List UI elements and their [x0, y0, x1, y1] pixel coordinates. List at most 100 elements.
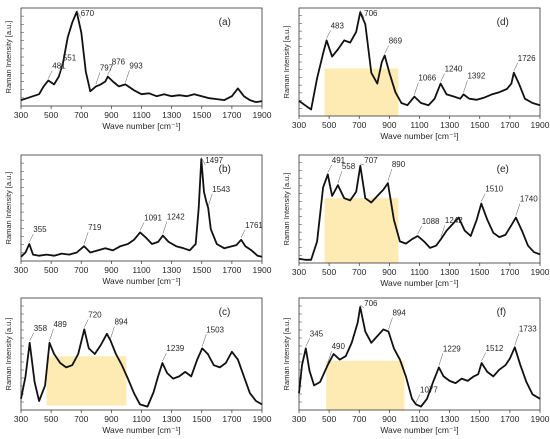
peak-leader — [83, 232, 89, 245]
x-tick-label: 1100 — [410, 414, 429, 424]
peak-label: 1543 — [212, 185, 230, 194]
panel-d: 300 500 700 900 1100 1300 1500 1700 1900 Wave num… — [282, 7, 550, 141]
peak-label: 1077 — [420, 385, 438, 394]
peak-leader — [515, 203, 521, 216]
x-tick-label: 1300 — [440, 414, 459, 424]
y-axis-label: Raman Intensity [a.u.] — [4, 172, 13, 245]
peak-leader — [360, 304, 365, 309]
peak-leader — [326, 30, 331, 39]
peak-leader — [240, 229, 246, 238]
peak-label: 706 — [364, 9, 378, 18]
peak-leader — [481, 352, 486, 362]
y-axis-label: Raman Intensity [a.u.] — [282, 318, 291, 391]
peak-leader — [201, 334, 207, 347]
x-tick-label: 1100 — [132, 265, 151, 275]
peak-label: 355 — [33, 225, 47, 234]
x-tick-label: 700 — [74, 110, 88, 120]
x-tick-label: 1300 — [440, 120, 459, 130]
x-axis-label: Wave number [cm⁻¹] — [380, 425, 458, 435]
x-tick-label: 1500 — [470, 414, 489, 424]
peak-leader — [49, 328, 54, 341]
peak-label: 1242 — [445, 216, 463, 225]
panel-a: 300 500 700 900 1100 1300 1500 1700 1900 Wave num… — [4, 7, 272, 131]
peak-label: 489 — [53, 320, 67, 329]
peak-leader — [162, 221, 168, 234]
x-tick-label: 900 — [104, 110, 118, 120]
x-axis-label: Wave number [cm⁻¹] — [380, 278, 458, 288]
peak-label: 483 — [331, 21, 345, 30]
panel-label: (b) — [219, 164, 231, 175]
peak-leader — [125, 70, 130, 83]
peak-label: 1761 — [245, 221, 263, 230]
x-tick-label: 1300 — [162, 414, 181, 424]
peak-label: 797 — [100, 63, 114, 72]
peak-label: 558 — [342, 162, 356, 171]
peak-leader — [162, 352, 167, 362]
panel-f: 300 500 700 900 1100 1300 1500 1700 1900 Wave num… — [282, 297, 550, 435]
y-axis-label: Raman Intensity [a.u.] — [4, 21, 13, 94]
x-tick-label: 900 — [104, 265, 118, 275]
peak-label: 481 — [52, 62, 66, 71]
x-tick-label: 1900 — [253, 265, 272, 275]
x-tick-label: 500 — [322, 414, 336, 424]
x-tick-label: 1700 — [500, 267, 519, 277]
peak-label: 345 — [310, 329, 324, 338]
x-tick-label: 900 — [382, 267, 396, 277]
x-tick-label: 1700 — [500, 414, 519, 424]
peak-leader — [95, 72, 101, 85]
x-tick-label: 1900 — [531, 414, 550, 424]
x-tick-label: 1500 — [192, 414, 211, 424]
peak-label: 720 — [88, 310, 102, 319]
peak-leader — [440, 225, 446, 238]
peak-leader — [48, 70, 53, 79]
peak-label: 1733 — [519, 324, 537, 333]
peak-leader — [414, 82, 419, 95]
peak-label: 1242 — [167, 213, 185, 222]
y-axis-label: Raman Intensity [a.u.] — [282, 173, 291, 246]
highlight-region — [326, 360, 405, 410]
peak-label: 707 — [364, 156, 378, 165]
peak-label: 876 — [112, 58, 126, 67]
x-tick-label: 500 — [44, 265, 58, 275]
peak-leader — [388, 317, 393, 330]
x-tick-label: 300 — [292, 267, 306, 277]
x-tick-label: 1700 — [222, 265, 241, 275]
x-tick-label: 700 — [352, 414, 366, 424]
spectrum-line — [20, 11, 263, 103]
peak-leader — [84, 319, 89, 328]
x-tick-label: 1500 — [470, 267, 489, 277]
x-tick-label: 1700 — [500, 120, 519, 130]
x-tick-label: 300 — [292, 414, 306, 424]
panel-label: (c) — [219, 307, 231, 318]
peak-leader — [481, 193, 486, 202]
x-tick-label: 300 — [292, 120, 306, 130]
peak-leader — [29, 332, 34, 341]
peak-leader — [327, 164, 332, 173]
x-tick-label: 300 — [14, 110, 28, 120]
x-tick-label: 500 — [44, 414, 58, 424]
highlight-region — [46, 356, 127, 406]
x-tick-label: 1300 — [440, 267, 459, 277]
spectrum-line — [298, 306, 541, 408]
panel-label: (f) — [497, 307, 506, 318]
x-tick-label: 1900 — [531, 120, 550, 130]
peak-label: 1091 — [144, 213, 162, 222]
spectrum-line — [20, 328, 263, 408]
peak-leader — [337, 171, 343, 184]
panel-label: (d) — [497, 17, 509, 28]
peak-leader — [387, 169, 393, 182]
peak-leader — [514, 333, 520, 346]
peak-label: 1503 — [206, 325, 224, 334]
x-tick-label: 1700 — [222, 110, 241, 120]
x-tick-label: 1100 — [410, 120, 429, 130]
panel-label: (a) — [219, 17, 231, 28]
peak-label: 1229 — [443, 344, 461, 353]
panel-b: 300 500 700 900 1100 1300 1500 1700 1900 Wave num… — [4, 154, 272, 286]
spectrum-line — [298, 11, 541, 111]
peak-leader — [110, 326, 115, 339]
peak-leader — [58, 62, 64, 75]
peak-label: 670 — [81, 9, 95, 18]
peak-leader — [305, 338, 311, 347]
peak-label: 869 — [389, 37, 403, 46]
peak-label: 490 — [332, 342, 346, 351]
